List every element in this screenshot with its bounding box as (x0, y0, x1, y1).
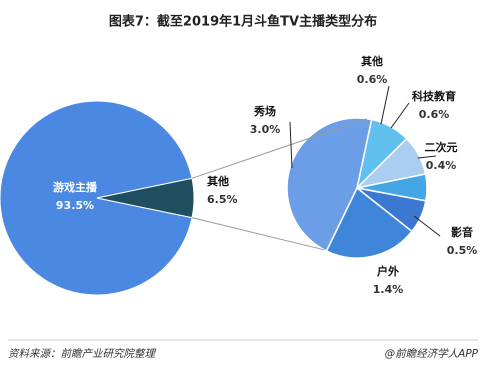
pie-slice (96, 177, 195, 219)
slice-label: 游戏主播 (53, 180, 98, 194)
slice-label: 影音 (451, 225, 473, 239)
slice-label: 其他 (207, 174, 229, 188)
pie-slice (325, 186, 413, 259)
connector (191, 217, 325, 251)
slice-label: 秀场 (253, 104, 276, 118)
value-label: 0.5% (447, 244, 478, 257)
leader-line (289, 121, 293, 169)
chart-title: 图表7：截至2019年1月斗鱼TV主播类型分布 (109, 14, 377, 30)
value-label: 0.4% (426, 159, 457, 172)
pie-slice (286, 117, 373, 253)
slice-label: 其他 (361, 54, 383, 68)
slice-label: 科技教育 (412, 89, 456, 103)
leader-line (380, 85, 390, 125)
leader-line (413, 215, 441, 237)
value-label: 0.6% (419, 108, 450, 121)
connector (191, 118, 367, 179)
credit: @前瞻经济学人APP (385, 348, 479, 360)
leader-line (390, 102, 410, 129)
value-label: 1.4% (373, 283, 404, 296)
value-label: 0.6% (357, 73, 388, 86)
source: 资料来源：前瞻产业研究院整理 (8, 348, 156, 360)
leader-line (417, 155, 437, 159)
value-label: 93.5% (56, 199, 94, 212)
slice-label: 户外 (377, 264, 399, 278)
pie-slice (0, 100, 193, 296)
value-label: 6.5% (207, 193, 238, 206)
value-label: 3.0% (250, 123, 281, 136)
slice-label: 二次元 (425, 140, 458, 154)
